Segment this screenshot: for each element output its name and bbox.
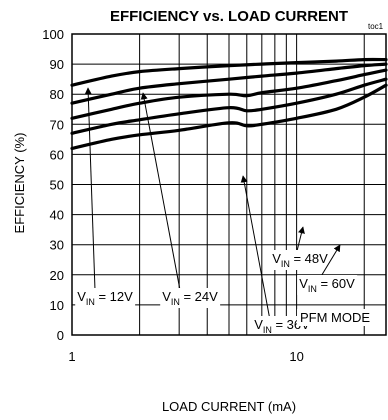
chart-title: EFFICIENCY vs. LOAD CURRENT: [110, 8, 348, 25]
series-label-bg: [160, 288, 221, 308]
series-label-value: = 12V: [95, 289, 133, 304]
y-tick-label: 80: [50, 87, 64, 102]
series-label-v: V: [162, 289, 171, 304]
series-line: [70, 77, 388, 135]
series-line: [70, 57, 388, 87]
pfm-mode-bg: [296, 309, 374, 326]
series-label-bg: [270, 250, 331, 270]
series-label: VIN = 12V: [77, 289, 133, 307]
plot-frame: [71, 33, 387, 336]
series-label-v: V: [254, 317, 263, 332]
pfm-mode-annotation: PFM MODE: [300, 310, 370, 325]
series-line: [70, 62, 388, 105]
series-label: VIN = 24V: [162, 289, 218, 307]
series-label-sub: IN: [308, 284, 317, 294]
series-label-value: = 48V: [290, 251, 328, 266]
x-axis-label: LOAD CURRENT (mA): [162, 399, 296, 414]
series-label: VIN = 60V: [299, 276, 355, 294]
figure-id: toc1: [368, 22, 384, 31]
y-tick-label: 20: [50, 268, 64, 283]
series-label-sub: IN: [86, 297, 95, 307]
chart-series: [70, 57, 388, 150]
y-tick-label: 100: [42, 27, 64, 42]
series-label-sub: IN: [263, 325, 272, 335]
series-label-sub: IN: [171, 297, 180, 307]
series-line: [70, 83, 388, 150]
y-tick-label: 30: [50, 238, 64, 253]
y-tick-label: 40: [50, 208, 64, 223]
y-tick-label: 60: [50, 147, 64, 162]
x-tick-label: 10: [289, 349, 303, 364]
series-label-arrow: [319, 244, 341, 279]
series-label-v: V: [272, 251, 281, 266]
series-label-arrow: [84, 87, 96, 291]
series-line: [70, 68, 388, 120]
y-axis-label: EFFICIENCY (%): [12, 133, 27, 234]
x-tick-label: 1: [68, 349, 75, 364]
y-tick-label: 10: [50, 298, 64, 313]
y-tick-label: 90: [50, 57, 64, 72]
series-label-sub: IN: [281, 259, 290, 269]
series-label-bg: [297, 275, 358, 295]
y-tick-label: 0: [57, 328, 64, 343]
y-tick-label: 70: [50, 117, 64, 132]
series-label-arrow: [140, 92, 181, 291]
series-label-v: V: [299, 276, 308, 291]
series-label: VIN = 48V: [272, 251, 328, 269]
series-label-arrow: [240, 175, 271, 321]
series-label-value: = 60V: [317, 276, 355, 291]
series-label-bg: [75, 288, 136, 308]
series-label-v: V: [77, 289, 86, 304]
series-label-value: = 24V: [180, 289, 218, 304]
y-tick-label: 50: [50, 178, 64, 193]
